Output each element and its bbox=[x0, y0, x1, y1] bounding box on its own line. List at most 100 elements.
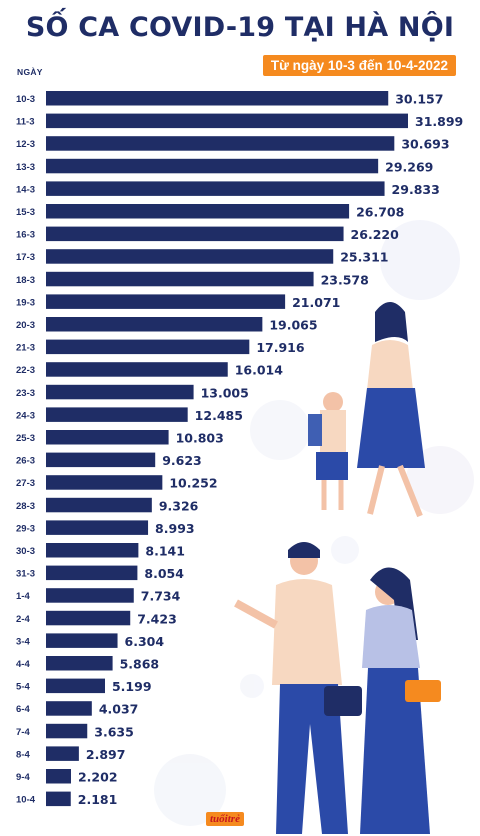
category-label: 4-4 bbox=[16, 659, 30, 670]
category-label: 23-3 bbox=[16, 388, 35, 399]
bar-8-4 bbox=[46, 746, 79, 761]
category-label: 6-4 bbox=[16, 704, 30, 715]
category-label: 3-4 bbox=[16, 636, 30, 647]
category-label: 31-3 bbox=[16, 569, 35, 580]
bar-11-3 bbox=[46, 113, 408, 129]
y-axis-label: NGÀY bbox=[17, 67, 43, 77]
value-label: 17.916 bbox=[256, 340, 305, 355]
virus-icon bbox=[154, 220, 474, 826]
bar-6-4 bbox=[46, 701, 92, 716]
value-label: 2.202 bbox=[78, 770, 118, 785]
category-label: 16-3 bbox=[16, 230, 35, 241]
category-label: 28-3 bbox=[16, 501, 35, 512]
chart-title: SỐ CA COVID-19 TẠI HÀ NỘI bbox=[25, 12, 455, 43]
couple-figure bbox=[234, 542, 441, 834]
category-label: 17-3 bbox=[16, 252, 35, 263]
bar-14-3 bbox=[46, 181, 385, 196]
bar-24-3 bbox=[46, 407, 188, 422]
value-label: 29.269 bbox=[385, 159, 433, 174]
value-label: 26.220 bbox=[351, 227, 400, 242]
value-label: 19.065 bbox=[269, 318, 317, 333]
category-label: 1-4 bbox=[16, 591, 30, 602]
bar-26-3 bbox=[46, 452, 156, 468]
category-label: 12-3 bbox=[16, 139, 35, 150]
bar-3-4 bbox=[46, 633, 118, 648]
category-label: 20-3 bbox=[16, 320, 35, 331]
value-label: 10.252 bbox=[169, 476, 217, 491]
value-label: 21.071 bbox=[292, 295, 340, 310]
bar-23-3 bbox=[46, 384, 194, 400]
value-label: 7.423 bbox=[137, 611, 177, 626]
bar-10-4 bbox=[46, 791, 71, 807]
value-label: 8.054 bbox=[144, 566, 184, 581]
bar-9-4 bbox=[46, 769, 71, 784]
value-label: 30.157 bbox=[395, 92, 443, 107]
category-label: 18-3 bbox=[16, 275, 35, 286]
value-label: 8.141 bbox=[145, 544, 185, 559]
bar-4-4 bbox=[46, 656, 113, 671]
bar-22-3 bbox=[46, 362, 228, 377]
category-label: 19-3 bbox=[16, 297, 35, 308]
category-label: 11-3 bbox=[16, 117, 35, 128]
bar-1-4 bbox=[46, 588, 134, 603]
value-label: 3.635 bbox=[94, 724, 134, 739]
bar-2-4 bbox=[46, 610, 131, 626]
value-label: 9.623 bbox=[162, 453, 202, 468]
value-label: 5.199 bbox=[112, 679, 152, 694]
value-label: 16.014 bbox=[235, 363, 284, 378]
category-label: 8-4 bbox=[16, 749, 30, 760]
value-label: 7.734 bbox=[141, 589, 181, 604]
category-label: 10-3 bbox=[16, 94, 35, 105]
category-label: 13-3 bbox=[16, 162, 35, 173]
bar-12-3 bbox=[46, 136, 395, 151]
category-label: 5-4 bbox=[16, 682, 30, 693]
value-label: 30.693 bbox=[401, 137, 449, 152]
bar-10-3 bbox=[46, 91, 389, 106]
value-label: 8.993 bbox=[155, 521, 195, 536]
value-label: 2.897 bbox=[86, 747, 126, 762]
bar-28-3 bbox=[46, 497, 152, 513]
bar-31-3 bbox=[46, 565, 138, 581]
bar-13-3 bbox=[46, 158, 379, 174]
category-label: 2-4 bbox=[16, 614, 30, 625]
value-label: 5.868 bbox=[120, 657, 160, 672]
category-label: 9-4 bbox=[16, 772, 30, 783]
category-label: 15-3 bbox=[16, 207, 35, 218]
category-label: 10-4 bbox=[16, 795, 36, 806]
bar-27-3 bbox=[46, 475, 163, 490]
category-label: 25-3 bbox=[16, 433, 35, 444]
category-label: 24-3 bbox=[16, 410, 35, 421]
bar-18-3 bbox=[46, 271, 314, 287]
value-label: 6.304 bbox=[125, 634, 165, 649]
category-label: 21-3 bbox=[16, 343, 35, 354]
category-label: 26-3 bbox=[16, 456, 35, 467]
bar-25-3 bbox=[46, 430, 169, 445]
value-label: 9.326 bbox=[159, 498, 199, 513]
bar-15-3 bbox=[46, 204, 350, 219]
chart-subtitle: Từ ngày 10-3 đến 10-4-2022 bbox=[262, 55, 456, 76]
bar-17-3 bbox=[46, 249, 334, 264]
value-label: 2.181 bbox=[78, 792, 118, 807]
bar-19-3 bbox=[46, 294, 286, 309]
value-label: 12.485 bbox=[195, 408, 243, 423]
value-label: 4.037 bbox=[99, 702, 139, 717]
tuoitre-logo: tuổitrẻ bbox=[206, 812, 244, 826]
category-label: 27-3 bbox=[16, 478, 35, 489]
category-label: 29-3 bbox=[16, 523, 35, 534]
value-label: 29.833 bbox=[392, 182, 440, 197]
bar-16-3 bbox=[46, 226, 344, 242]
value-label: 31.899 bbox=[415, 114, 463, 129]
bar-30-3 bbox=[46, 543, 139, 558]
bar-21-3 bbox=[46, 339, 250, 355]
bar-5-4 bbox=[46, 678, 105, 694]
value-label: 26.708 bbox=[356, 205, 404, 220]
bar-29-3 bbox=[46, 520, 149, 535]
category-label: 7-4 bbox=[16, 727, 30, 738]
value-label: 25.311 bbox=[340, 250, 388, 265]
woman-with-child-figure bbox=[308, 302, 425, 518]
category-label: 22-3 bbox=[16, 365, 35, 376]
category-label: 30-3 bbox=[16, 546, 35, 557]
value-label: 13.005 bbox=[201, 385, 249, 400]
